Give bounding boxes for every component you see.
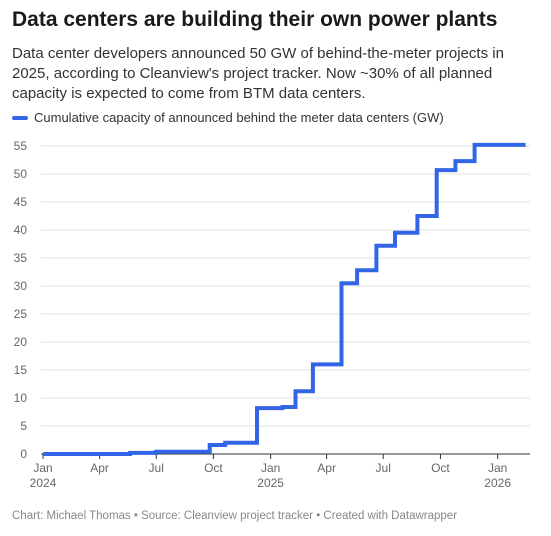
y-tick-label: 45	[14, 195, 28, 209]
x-tick-label: Jul	[149, 461, 164, 475]
chart-subtitle: Data center developers announced 50 GW o…	[12, 45, 504, 102]
y-tick-label: 10	[14, 391, 28, 405]
x-tick-label: Jan	[488, 461, 507, 475]
chart-title: Data centers are building their own powe…	[12, 8, 498, 31]
y-tick-label: 55	[14, 139, 28, 153]
gridlines	[41, 145, 530, 455]
y-tick-label: 30	[14, 279, 28, 293]
y-axis-tick-labels: 0 5 10 15 20 25 30 35 40 45 50 55	[14, 139, 28, 461]
x-tick-year-label: 2025	[257, 476, 284, 490]
x-tick-label: Apr	[317, 461, 336, 475]
footer-credits: Chart: Michael Thomas • Source: Cleanvie…	[12, 510, 458, 522]
x-tick-label: Oct	[204, 461, 223, 475]
x-tick-year-label: 2026	[484, 476, 511, 490]
y-tick-label: 15	[14, 363, 28, 377]
y-tick-label: 0	[20, 447, 27, 461]
legend-swatch	[12, 115, 28, 120]
series-line	[43, 142, 526, 456]
x-tick-year-label: 2024	[30, 476, 57, 490]
legend-label: Cumulative capacity of announced behind …	[34, 110, 444, 125]
series-layer	[43, 142, 526, 456]
y-tick-label: 20	[14, 335, 28, 349]
x-tick-label: Oct	[431, 461, 450, 475]
y-tick-label: 35	[14, 251, 28, 265]
x-tick-label: Jul	[376, 461, 391, 475]
x-tick-label: Apr	[90, 461, 109, 475]
x-tick-label: Jan	[33, 461, 52, 475]
x-tick-label: Jan	[261, 461, 280, 475]
y-tick-label: 50	[14, 167, 28, 181]
y-tick-label: 40	[14, 223, 28, 237]
y-tick-label: 5	[20, 419, 27, 433]
legend: Cumulative capacity of announced behind …	[12, 110, 444, 125]
y-tick-label: 25	[14, 307, 28, 321]
